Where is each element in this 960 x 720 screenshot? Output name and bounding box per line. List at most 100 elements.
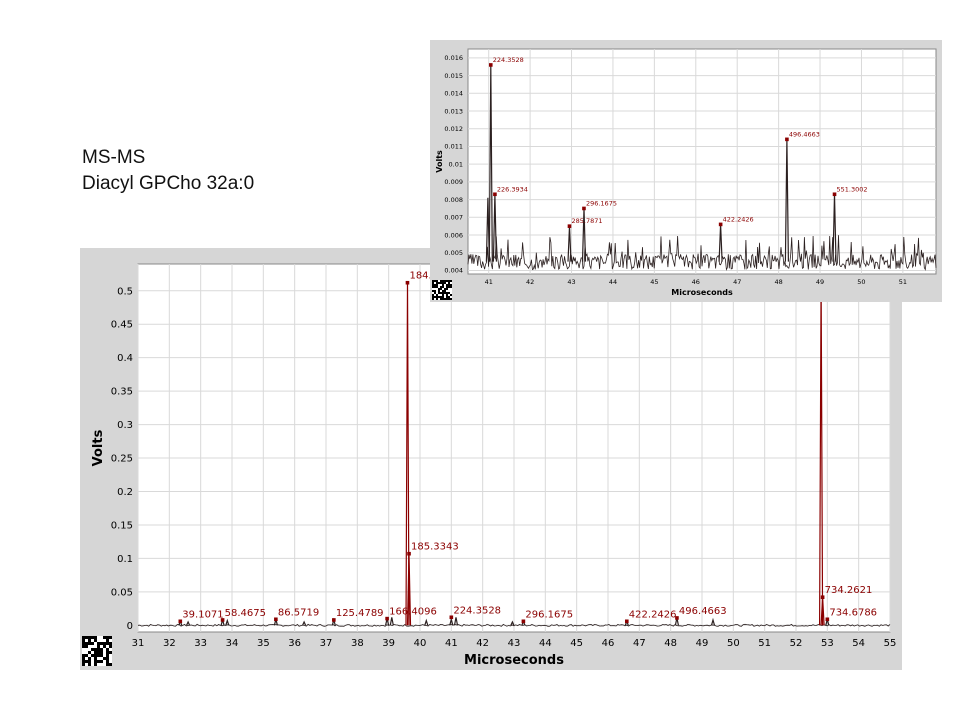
qr-cell: [436, 284, 438, 286]
qr-cell: [82, 645, 85, 648]
qr-cell: [109, 636, 112, 639]
x-tick-label: 47: [633, 638, 646, 649]
qr-cell: [106, 642, 109, 645]
qr-cell: [91, 654, 94, 657]
qr-cell: [444, 290, 446, 292]
qr-cell: [440, 298, 442, 300]
qr-cell: [103, 642, 106, 645]
qr-cell: [446, 288, 448, 290]
qr-cell: [446, 280, 448, 282]
y-tick-label: 0.007: [444, 214, 463, 222]
qr-cell: [442, 296, 444, 298]
peak-marker: [488, 63, 493, 67]
qr-cell: [106, 657, 109, 660]
slide-title: MS-MS Diacyl GPCho 32a:0: [82, 145, 254, 197]
peak-mark: [449, 619, 454, 626]
qr-cell: [442, 282, 444, 284]
qr-cell: [446, 298, 448, 300]
qr-cell: [434, 292, 436, 294]
qr-cell: [103, 645, 106, 648]
qr-cell: [450, 298, 452, 300]
data-label: 184.: [409, 271, 431, 282]
peak-marker: [718, 222, 723, 227]
peak-mark: [389, 617, 394, 626]
peak-mark: [424, 618, 429, 626]
qr-cell: [448, 286, 450, 288]
qr-cell: [94, 660, 97, 663]
qr-cell: [448, 296, 450, 298]
y-tick-label: 0.011: [444, 143, 463, 151]
qr-cell: [109, 663, 112, 666]
y-tick-label: 0.006: [444, 231, 463, 239]
peak-mark: [302, 620, 307, 626]
peak-mark: [186, 620, 191, 626]
peak-marker: [567, 224, 572, 228]
qr-cell: [440, 280, 442, 282]
qr-cell: [446, 284, 448, 286]
peak-marker: [332, 618, 336, 622]
x-tick-label: 46: [602, 638, 615, 649]
qr-cell: [442, 290, 444, 292]
qr-cell: [448, 280, 450, 282]
qr-cell: [450, 294, 452, 296]
x-tick-label: 43: [508, 638, 521, 649]
peak-marker: [407, 551, 411, 556]
y-tick-label: 0.013: [444, 107, 463, 115]
qr-cell: [94, 654, 97, 657]
qr-cell: [106, 654, 109, 657]
data-label: 734.2621: [825, 585, 873, 596]
qr-cell: [448, 282, 450, 284]
qr-cell: [106, 663, 109, 666]
qr-cell: [100, 651, 103, 654]
peak-marker: [493, 192, 497, 197]
x-tick-label: 38: [351, 638, 364, 649]
qr-cell: [450, 280, 452, 282]
qr-cell: [436, 294, 438, 296]
qr-cell: [440, 286, 442, 288]
x-tick-label: 41: [485, 278, 493, 286]
qr-cell: [434, 286, 436, 288]
qr-cell: [436, 298, 438, 300]
peak-mark: [453, 617, 459, 626]
qr-cell: [432, 286, 434, 288]
qr-cell: [448, 298, 450, 300]
data-label: 39.1071: [182, 609, 223, 620]
y-tick-label: 0.4: [117, 353, 133, 364]
qr-cell: [106, 639, 109, 642]
y-tick-label: 0.45: [111, 320, 133, 331]
qr-cell: [444, 298, 446, 300]
y-axis-title: Volts: [91, 429, 106, 466]
qr-cell: [432, 284, 434, 286]
y-tick-label: 0.012: [444, 125, 463, 133]
peak-marker: [220, 618, 225, 622]
data-label: 185.3343: [411, 542, 459, 553]
peak-marker: [582, 206, 586, 211]
peak-marker: [675, 616, 679, 620]
plot-area: [467, 48, 937, 275]
qr-cell: [103, 657, 106, 660]
peak-mark: [510, 620, 515, 626]
qr-cell: [432, 298, 434, 300]
qr-cell: [434, 296, 436, 298]
qr-cell: [442, 292, 444, 294]
y-tick-label: 0.009: [444, 178, 463, 186]
baseline-trace: [467, 235, 937, 271]
y-tick-label: 0.1: [117, 554, 133, 565]
qr-cell: [450, 284, 452, 286]
data-label: 285.7871: [571, 217, 602, 225]
x-tick-label: 42: [526, 278, 534, 286]
x-tick-label: 41: [445, 638, 458, 649]
y-tick-label: 0.05: [111, 587, 133, 598]
data-label: 296.1675: [586, 199, 617, 207]
y-tick-label: 0: [127, 621, 133, 632]
x-tick-label: 31: [132, 638, 145, 649]
x-tick-label: 50: [727, 638, 740, 649]
peak-marker: [625, 619, 629, 624]
x-tick-label: 55: [884, 638, 897, 649]
data-label: 224.3528: [493, 56, 524, 64]
qr-cell: [82, 639, 85, 642]
x-tick-label: 45: [650, 278, 658, 286]
qr-cell: [82, 654, 85, 657]
qr-cell: [88, 636, 91, 639]
qr-cell: [444, 280, 446, 282]
